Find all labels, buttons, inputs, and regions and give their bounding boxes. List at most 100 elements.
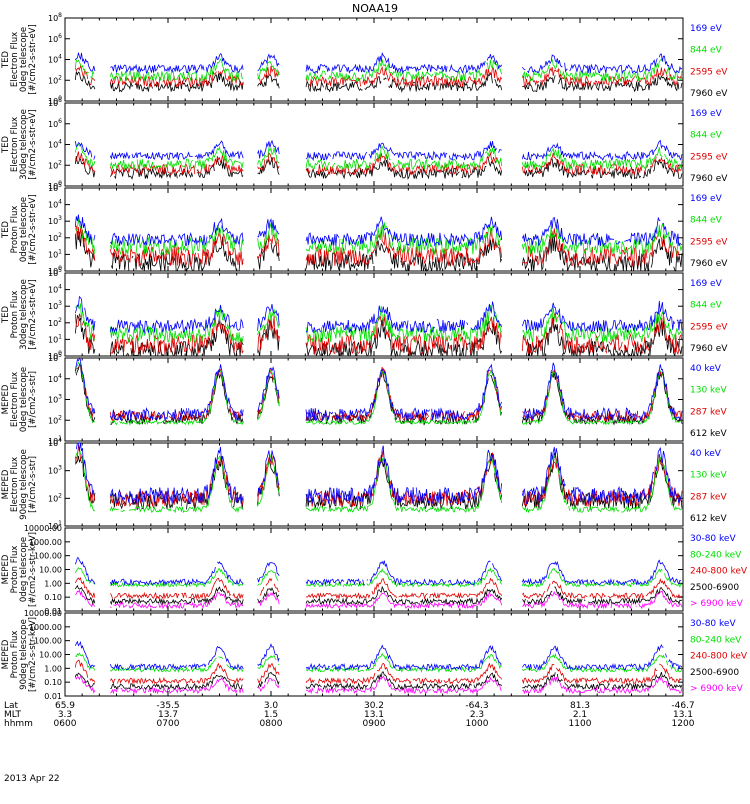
y-tick-label: 102 bbox=[48, 74, 62, 85]
time-axis-tick-label: 81.3 bbox=[570, 701, 590, 711]
y-tick-label: 103 bbox=[48, 215, 62, 226]
y-tick-label: 1.00 bbox=[44, 664, 62, 673]
y-tick-label: 102 bbox=[48, 317, 62, 328]
legend-entry: 2500-6900 bbox=[690, 583, 739, 593]
time-axis-tick-label: 3.3 bbox=[58, 710, 72, 720]
time-axis-tick-label: 30.2 bbox=[364, 701, 384, 711]
y-tick-label: 100.00 bbox=[34, 552, 62, 561]
legend-entry: 130 keV bbox=[690, 471, 727, 481]
y-tick-label: 1000.00 bbox=[29, 538, 62, 547]
time-axis-tick-label: 13.1 bbox=[364, 710, 384, 720]
legend-entry: 40 keV bbox=[690, 449, 722, 459]
panel-3: 100 101 102 103 104 105 TED Proton Flux 0deg tel… bbox=[1, 182, 728, 276]
y-tick-label: 106 bbox=[48, 118, 62, 129]
series-trace-blue bbox=[74, 214, 683, 248]
legend-entry: 30-80 keV bbox=[690, 619, 736, 629]
y-tick-label: 105 bbox=[48, 182, 62, 193]
y-tick-label: 1.00 bbox=[44, 579, 62, 588]
series-trace-black bbox=[74, 584, 683, 606]
series-trace-blue bbox=[74, 557, 682, 587]
y-axis-label: [#/cm2-s-str-eV] bbox=[28, 279, 38, 349]
legend-entry: 844 eV bbox=[690, 131, 723, 141]
legend-entry: 2595 eV bbox=[690, 152, 728, 162]
series-trace-green bbox=[75, 652, 683, 674]
panel-6: 101 102 103 104 MEPED Electron Flux 90deg tele… bbox=[1, 437, 727, 531]
y-tick-label: 100 bbox=[48, 350, 62, 361]
series-trace-green bbox=[74, 567, 683, 588]
y-axis-label: Proton Flux bbox=[10, 631, 20, 679]
series-trace-blue bbox=[74, 295, 683, 335]
series-trace-red bbox=[74, 364, 683, 423]
y-axis-label: MEPED bbox=[1, 469, 11, 499]
legend-entry: 612 keV bbox=[690, 429, 727, 439]
y-axis-label: Electron Flux bbox=[10, 32, 20, 87]
legend-entry: 844 eV bbox=[690, 46, 723, 56]
time-axis-tick-label: 13.1 bbox=[673, 710, 693, 720]
y-tick-label: 103 bbox=[48, 465, 62, 476]
y-tick-label: 104 bbox=[48, 284, 62, 295]
series-trace-black bbox=[74, 70, 683, 93]
y-tick-label: 105 bbox=[48, 352, 62, 363]
y-tick-label: 101 bbox=[48, 520, 62, 531]
y-tick-label: 104 bbox=[48, 437, 62, 448]
legend-entry: 287 keV bbox=[690, 492, 727, 502]
time-axis-tick-label: 0900 bbox=[363, 719, 386, 729]
y-axis-label: TED bbox=[1, 305, 11, 324]
y-tick-label: 0.01 bbox=[44, 692, 62, 701]
panel-5: 101 102 103 104 105 MEPED Electron Flux 0deg te… bbox=[1, 352, 727, 446]
legend-entry: 7960 eV bbox=[690, 344, 728, 354]
panel-1: 100 102 104 106 108 TED Electron Flux 0deg tele… bbox=[1, 12, 728, 106]
y-tick-label: 104 bbox=[48, 54, 62, 65]
legend-entry: 7960 eV bbox=[690, 174, 728, 184]
legend-entry: 169 eV bbox=[690, 279, 723, 289]
y-tick-label: 102 bbox=[48, 159, 62, 170]
panel-frame bbox=[64, 612, 684, 697]
y-axis-label: MEPED bbox=[1, 639, 11, 669]
y-tick-label: 101 bbox=[48, 333, 62, 344]
time-axis-tick-label: 1200 bbox=[672, 719, 695, 729]
y-axis-label: 0deg telescope bbox=[19, 367, 29, 432]
y-axis-label: TED bbox=[1, 220, 11, 239]
legend-entry: 287 keV bbox=[690, 407, 727, 417]
legend-entry: 130 keV bbox=[690, 386, 727, 396]
legend-entry: 844 eV bbox=[690, 216, 723, 226]
time-axis-tick-label: 1000 bbox=[466, 719, 489, 729]
series-trace-green bbox=[74, 448, 683, 514]
legend-entry: 169 eV bbox=[690, 194, 723, 204]
panel-2: 100 102 104 106 108 TED Electron Flux 30deg tel… bbox=[1, 97, 728, 191]
y-axis-label: [#/cm2-s-str-eV] bbox=[28, 194, 38, 264]
y-tick-label: 103 bbox=[48, 300, 62, 311]
y-axis-label: Electron Flux bbox=[10, 117, 20, 172]
time-axis-tick-label: 1.5 bbox=[264, 710, 278, 720]
time-axis-tick-label: 65.9 bbox=[55, 701, 75, 711]
y-axis-label: 30deg telescope bbox=[19, 109, 29, 180]
panel-7: 0.01 0.10 1.00 10.00 100.00 1000.00 10000.00 ME… bbox=[1, 524, 748, 616]
y-axis-label: Electron Flux bbox=[10, 372, 20, 427]
legend-entry: > 6900 keV bbox=[690, 684, 744, 694]
y-axis-label: MEPED bbox=[1, 554, 11, 584]
series-trace-blue bbox=[75, 442, 683, 505]
y-tick-label: 102 bbox=[48, 492, 62, 503]
y-axis-label: 90deg telescope bbox=[19, 619, 29, 690]
y-axis-label: 0deg telescope bbox=[19, 537, 29, 602]
time-axis-row-label: Lat bbox=[4, 701, 19, 711]
legend-entry: 30-80 keV bbox=[690, 534, 736, 544]
time-axis-tick-label: -35.5 bbox=[156, 701, 179, 711]
y-tick-label: 102 bbox=[48, 232, 62, 243]
legend-entry: > 6900 keV bbox=[690, 599, 744, 609]
y-axis-label: 30deg telescope bbox=[19, 279, 29, 350]
time-axis-tick-label: 2.1 bbox=[573, 710, 587, 720]
y-axis-label: MEPED bbox=[1, 384, 11, 414]
y-axis-label: TED bbox=[1, 50, 11, 69]
series-trace-green bbox=[74, 361, 683, 426]
y-tick-label: 0.10 bbox=[44, 593, 62, 602]
y-axis-label: [#/cm2-s-str-keV] bbox=[28, 617, 38, 692]
y-axis-label: [#/cm2-s-str-keV] bbox=[28, 532, 38, 607]
legend-entry: 612 keV bbox=[690, 514, 727, 524]
y-axis-label: TED bbox=[1, 135, 11, 154]
series-trace-magenta bbox=[75, 589, 683, 610]
y-axis-label: Electron Flux bbox=[10, 457, 20, 512]
time-axis-tick-label: 0600 bbox=[54, 719, 77, 729]
